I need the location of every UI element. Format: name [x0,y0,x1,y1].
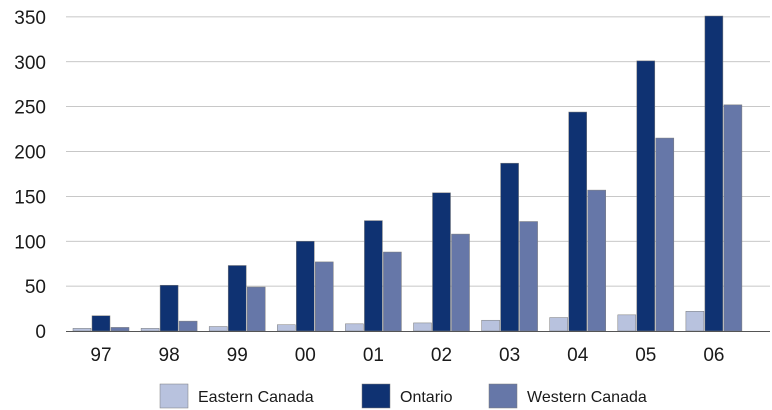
x-tick-label: 00 [295,345,316,366]
x-tick-label: 06 [703,345,724,366]
legend-label: Western Canada [527,389,647,406]
bar-eastern-canada-02 [413,322,432,332]
x-tick-label: 01 [363,345,384,366]
bar-eastern-canada-06 [685,311,705,332]
bar-ontario-05 [636,60,656,332]
bar-western-canada-03 [519,221,538,332]
x-tick-label: 02 [431,345,452,366]
x-axis-ticks: 97 98 99 00 01 02 03 04 05 06 [90,345,724,366]
x-tick-label: 05 [635,345,656,366]
bar-ontario-06 [704,15,724,332]
bar-eastern-canada-03 [481,319,500,332]
legend-swatch [488,383,518,409]
bars [72,15,743,332]
bar-ontario-02 [432,192,451,332]
bar-ontario-97 [91,315,111,332]
y-axis-ticks: 0 50 100 150 200 250 300 350 [14,8,46,343]
bar-eastern-canada-05 [617,314,637,332]
y-tick-label: 300 [14,53,46,74]
x-tick-label: 98 [159,345,180,366]
x-tick-label: 03 [499,345,520,366]
legend: Eastern Canada Ontario Western Canada [159,383,647,409]
bar-western-canada-98 [178,320,198,332]
bar-ontario-01 [364,220,383,332]
y-tick-label: 150 [14,187,46,208]
legend-swatch [361,383,391,409]
x-tick-label: 97 [90,345,111,366]
bar-ontario-04 [568,111,587,332]
legend-label: Ontario [400,389,453,406]
bar-western-canada-97 [110,327,130,332]
bar-ontario-98 [159,284,179,332]
bar-western-canada-01 [383,251,402,332]
bar-eastern-canada-97 [72,328,92,332]
y-tick-label: 200 [14,143,46,164]
x-tick-label: 04 [567,345,589,366]
gridlines [66,16,770,287]
bar-ontario-00 [296,241,315,332]
bar-western-canada-04 [587,189,606,332]
y-tick-label: 0 [35,322,46,343]
bar-ontario-03 [500,162,519,332]
bar-western-canada-05 [655,137,675,332]
bar-eastern-canada-99 [208,326,228,332]
y-tick-label: 100 [14,232,46,253]
legend-label: Eastern Canada [198,389,314,406]
bar-western-canada-06 [723,104,743,332]
bar-ontario-99 [227,265,247,332]
bar-western-canada-02 [451,233,470,332]
bar-eastern-canada-00 [277,324,296,332]
y-tick-label: 350 [14,8,46,29]
bar-western-canada-99 [246,286,266,332]
x-tick-label: 99 [227,345,248,366]
bar-eastern-canada-01 [345,323,364,332]
bar-western-canada-00 [315,261,334,332]
y-tick-label: 250 [14,98,46,119]
bar-eastern-canada-98 [140,328,160,332]
y-tick-label: 50 [25,277,46,298]
bar-eastern-canada-04 [549,317,568,332]
legend-swatch [159,383,189,409]
